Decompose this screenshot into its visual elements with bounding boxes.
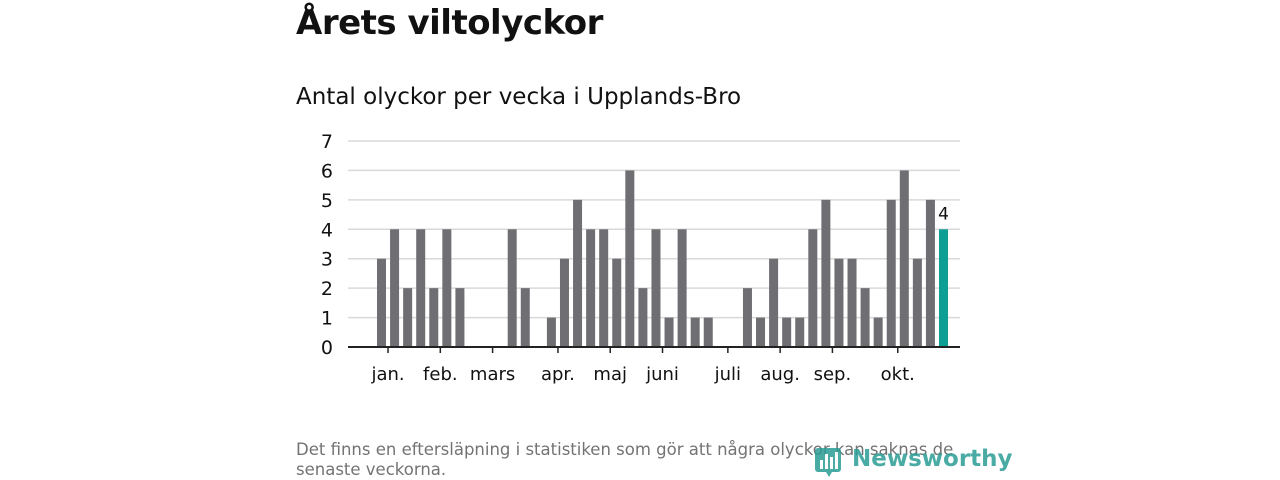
page-title: Årets viltolyckor [296, 3, 603, 43]
bar-week-2 [390, 229, 400, 347]
current-value-label: 4 [938, 204, 949, 224]
y-tick-label-7: 7 [321, 131, 333, 153]
chart-title: Antal olyckor per vecka i Upplands-Bro [296, 84, 742, 110]
y-tick-label-4: 4 [321, 219, 333, 241]
x-tick-labels: jan. feb. mars apr. maj juni juli aug. sep. okt. [370, 347, 915, 385]
y-tick-label-1: 1 [321, 308, 333, 330]
x-tick-label-feb.: feb. [423, 364, 458, 385]
bar-week-7 [455, 288, 465, 347]
bar-chart: 0 1 2 3 4 5 6 7 4 jan. feb. mars apr. maj juni juli au… [321, 131, 960, 385]
bar-week-25 [690, 317, 700, 347]
bar-week-40 [886, 199, 896, 347]
bar-week-11 [507, 229, 517, 347]
bar-week-5 [429, 288, 439, 347]
x-tick-label-maj: maj [593, 364, 627, 385]
bar-logo-icon [815, 448, 841, 477]
bar-week-17 [586, 229, 596, 347]
bars: 4 [377, 170, 949, 347]
y-tick-labels: 0 1 2 3 4 5 6 7 [321, 131, 333, 359]
bar-week-42 [912, 258, 922, 347]
bar-week-34 [808, 229, 818, 347]
x-tick-label-okt.: okt. [881, 364, 915, 385]
bar-week-32 [782, 317, 792, 347]
bar-week-4 [416, 229, 426, 347]
bar-week-36 [834, 258, 844, 347]
x-tick-label-apr.: apr. [541, 364, 575, 385]
bar-week-3 [403, 288, 413, 347]
y-tick-label-5: 5 [321, 190, 333, 212]
x-tick-label-juli: juli [714, 364, 741, 385]
bar-week-23 [664, 317, 674, 347]
y-tick-label-2: 2 [321, 278, 333, 300]
x-tick-label-juni: juni [645, 364, 679, 385]
bar-week-19 [612, 258, 622, 347]
bar-week-26 [703, 317, 713, 347]
y-tick-label-6: 6 [321, 160, 333, 182]
bar-week-24 [677, 229, 687, 347]
footnote: Det finns en eftersläpning i statistiken… [296, 440, 954, 479]
bar-week-14 [546, 317, 556, 347]
bar-week-6 [442, 229, 452, 347]
bar-week-1 [377, 258, 386, 347]
bar-week-43 [925, 199, 935, 347]
bar-week-20 [625, 170, 635, 347]
bar-week-33 [795, 317, 805, 347]
bar-week-39 [873, 317, 883, 347]
bar-week-16 [573, 199, 583, 347]
bar-current-week [939, 229, 949, 347]
y-tick-label-0: 0 [321, 337, 333, 359]
bar-week-18 [599, 229, 609, 347]
bar-week-37 [847, 258, 857, 347]
x-tick-label-jan.: jan. [370, 364, 404, 385]
bar-week-38 [860, 288, 870, 347]
x-tick-label-aug.: aug. [760, 364, 800, 385]
bar-week-31 [769, 258, 779, 347]
y-tick-label-3: 3 [321, 249, 333, 271]
bar-week-15 [559, 258, 569, 347]
bar-week-12 [520, 288, 530, 347]
x-tick-label-sep.: sep. [814, 364, 852, 385]
bar-week-41 [899, 170, 909, 347]
bar-week-35 [821, 199, 831, 347]
bar-week-30 [756, 317, 766, 347]
bar-week-29 [742, 288, 752, 347]
brand-name: Newsworthy [852, 446, 1013, 472]
x-tick-label-mars: mars [470, 364, 515, 385]
newsworthy-logo: Newsworthy [814, 444, 1013, 480]
bar-week-21 [638, 288, 648, 347]
bar-week-22 [651, 229, 661, 347]
